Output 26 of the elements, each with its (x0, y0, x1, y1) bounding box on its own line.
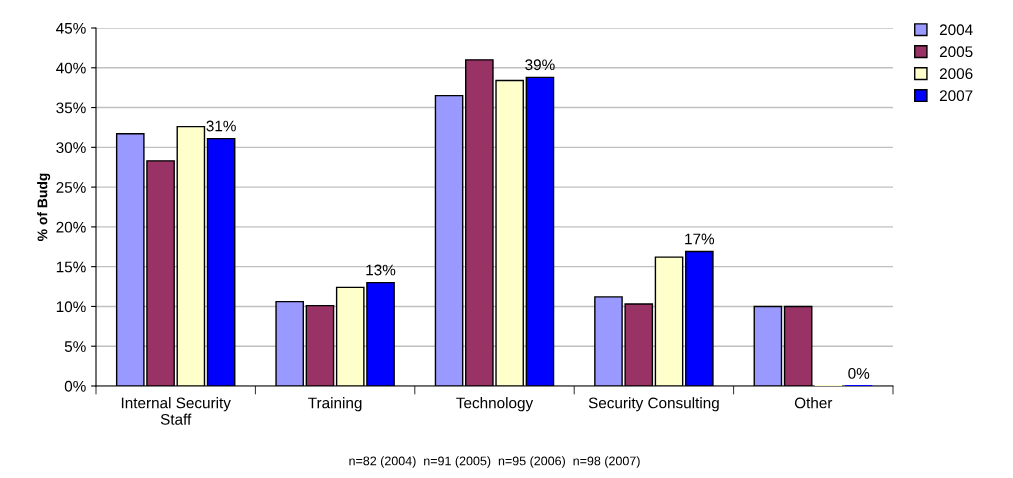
legend-label: 2005 (939, 46, 973, 58)
data-label: 13% (366, 264, 396, 276)
y-tick-label: 30% (56, 142, 86, 154)
y-tick-label: 15% (56, 261, 86, 273)
y-tick-label: 20% (56, 221, 86, 233)
data-label: 39% (525, 59, 555, 71)
y-tick-label: 40% (56, 62, 86, 74)
legend-label: 2004 (939, 24, 973, 36)
text: n=82 (2004) n=91 (2005) n=95 (2006) n=98 (2007) (349, 456, 640, 468)
y-tick-label: 35% (56, 102, 86, 114)
x-tick-label: Security Consulting (588, 397, 719, 412)
y-axis-title: % of Budg (37, 173, 51, 241)
y-tick-label: 5% (64, 341, 86, 352)
legend-label: 2006 (939, 68, 973, 80)
legend-label: 2007 (939, 90, 973, 102)
y-tick-label: 10% (56, 301, 86, 313)
data-label: 31% (206, 120, 236, 132)
x-tick-label: Other (794, 397, 833, 409)
data-label: 0% (848, 368, 870, 379)
x-tick-label: Internal Security Staff (121, 397, 231, 425)
x-tick-label: Technology (456, 397, 534, 412)
data-label: 17% (685, 233, 715, 245)
x-tick-label: Training (308, 397, 362, 412)
y-tick-label: 0% (64, 380, 86, 392)
y-tick-label: 25% (56, 181, 86, 193)
y-tick-label: 45% (56, 22, 86, 34)
